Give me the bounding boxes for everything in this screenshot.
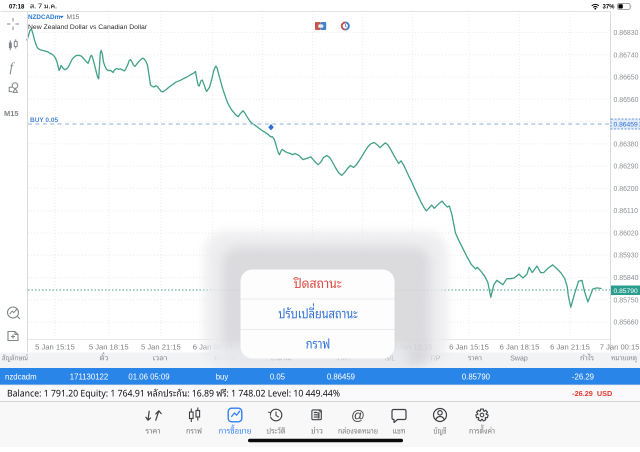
svg-text:0.85660: 0.85660	[614, 320, 639, 327]
svg-text:nzdcadm: nzdcadm	[5, 373, 37, 382]
svg-text:S/L: S/L	[385, 355, 396, 362]
svg-text:BUY 0.05: BUY 0.05	[30, 117, 58, 124]
svg-text:NZDCADm: NZDCADm	[28, 14, 61, 21]
svg-text:7 Jan 00:15: 7 Jan 00:15	[600, 343, 640, 352]
svg-text:0.86290: 0.86290	[614, 164, 639, 171]
svg-text:0.86380: 0.86380	[614, 141, 639, 148]
svg-text:5 Jan 15:15: 5 Jan 15:15	[35, 343, 75, 352]
svg-text:0.86459: 0.86459	[614, 122, 638, 129]
svg-text:0.85790: 0.85790	[614, 288, 638, 295]
svg-text:6 Jan 15:15: 6 Jan 15:15	[449, 343, 489, 352]
svg-text:New Zealand Dollar vs Canadian: New Zealand Dollar vs Canadian Dollar	[28, 24, 148, 31]
svg-text:M15: M15	[4, 109, 19, 118]
svg-text:buy: buy	[216, 373, 229, 382]
svg-text:-26.29: -26.29	[572, 373, 594, 382]
svg-text:0.85930: 0.85930	[614, 253, 639, 260]
svg-text:171130122: 171130122	[70, 373, 108, 382]
svg-text:07:18: 07:18	[9, 4, 25, 10]
svg-text:0.86560: 0.86560	[614, 97, 639, 104]
svg-text:01.06 05:09: 01.06 05:09	[128, 373, 169, 382]
svg-text:-26.29 USD: -26.29 USD	[572, 389, 612, 398]
svg-text:0.86459: 0.86459	[327, 373, 355, 382]
svg-text:0.86830: 0.86830	[614, 30, 639, 37]
svg-text:6 Jan 18:15: 6 Jan 18:15	[500, 343, 540, 352]
svg-text:5 Jan 18:15: 5 Jan 18:15	[89, 343, 129, 352]
svg-text:@: @	[351, 408, 365, 423]
svg-text:0.86020: 0.86020	[614, 231, 639, 238]
svg-text:Swap: Swap	[510, 355, 528, 362]
svg-text:0.86650: 0.86650	[614, 75, 639, 82]
svg-text:0.86200: 0.86200	[614, 186, 639, 193]
svg-text:37%: 37%	[603, 4, 616, 10]
svg-text:6 Jan 21:15: 6 Jan 21:15	[550, 343, 590, 352]
svg-text:0.86740: 0.86740	[614, 52, 639, 59]
svg-text:0.85840: 0.85840	[614, 275, 639, 282]
svg-text:0.85750: 0.85750	[614, 297, 639, 304]
svg-text:M15: M15	[67, 14, 80, 21]
svg-text:5 Jan 21:15: 5 Jan 21:15	[141, 343, 181, 352]
svg-text:0.86110: 0.86110	[614, 208, 639, 215]
svg-text:0.05: 0.05	[270, 373, 286, 382]
svg-text:0.85790: 0.85790	[462, 373, 491, 382]
